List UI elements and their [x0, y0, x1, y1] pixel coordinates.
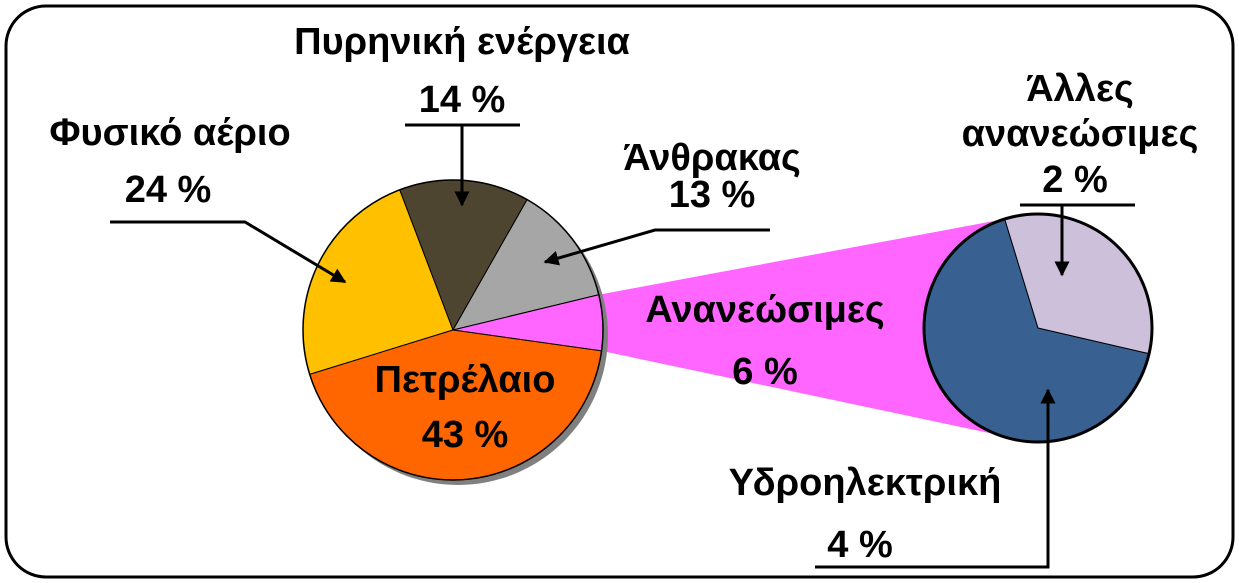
label: Φυσικό αέριο	[49, 111, 291, 154]
label: Ανανεώσιμες	[645, 288, 885, 331]
label: Υδροηλεκτρική	[728, 461, 1002, 504]
label: 6 %	[732, 350, 798, 393]
leader-line	[543, 228, 770, 266]
pie-outline	[302, 179, 604, 481]
label: 43 %	[421, 413, 509, 456]
pie-outline	[922, 212, 1154, 444]
label: Άνθρακας	[623, 136, 801, 179]
label: Άλλες ανανεώσιμες	[961, 68, 1199, 155]
connector	[453, 218, 1005, 436]
label: 13 %	[668, 173, 756, 216]
label: 4 %	[827, 523, 893, 566]
leader-line	[815, 388, 1056, 569]
label: 14 %	[418, 78, 506, 121]
leader-line	[110, 220, 347, 284]
label: Πυρηνική ενέργεια	[294, 20, 630, 63]
label: 2 %	[1042, 158, 1108, 201]
label: 24 %	[124, 168, 212, 211]
label: Πετρέλαιο	[374, 358, 556, 401]
